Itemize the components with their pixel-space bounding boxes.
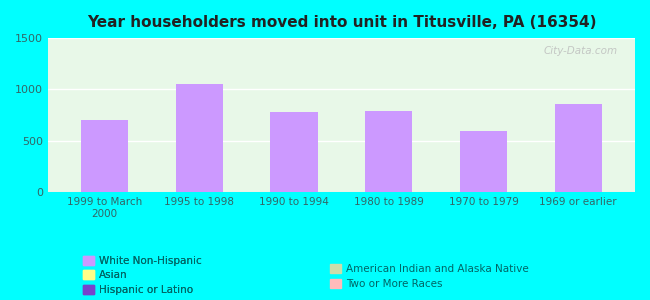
Title: Year householders moved into unit in Titusville, PA (16354): Year householders moved into unit in Tit… [86, 15, 596, 30]
Bar [554, 104, 602, 192]
Legend: White Non-Hispanic, Asian, Hispanic or Latino: White Non-Hispanic, Asian, Hispanic or L… [83, 256, 202, 295]
Bar [81, 120, 128, 192]
Bar [176, 84, 223, 192]
Legend: American Indian and Alaska Native, Two or More Races: American Indian and Alaska Native, Two o… [330, 264, 528, 289]
Text: City-Data.com: City-Data.com [543, 46, 618, 56]
Bar [365, 111, 413, 192]
Bar [460, 131, 507, 192]
Bar [270, 112, 318, 192]
